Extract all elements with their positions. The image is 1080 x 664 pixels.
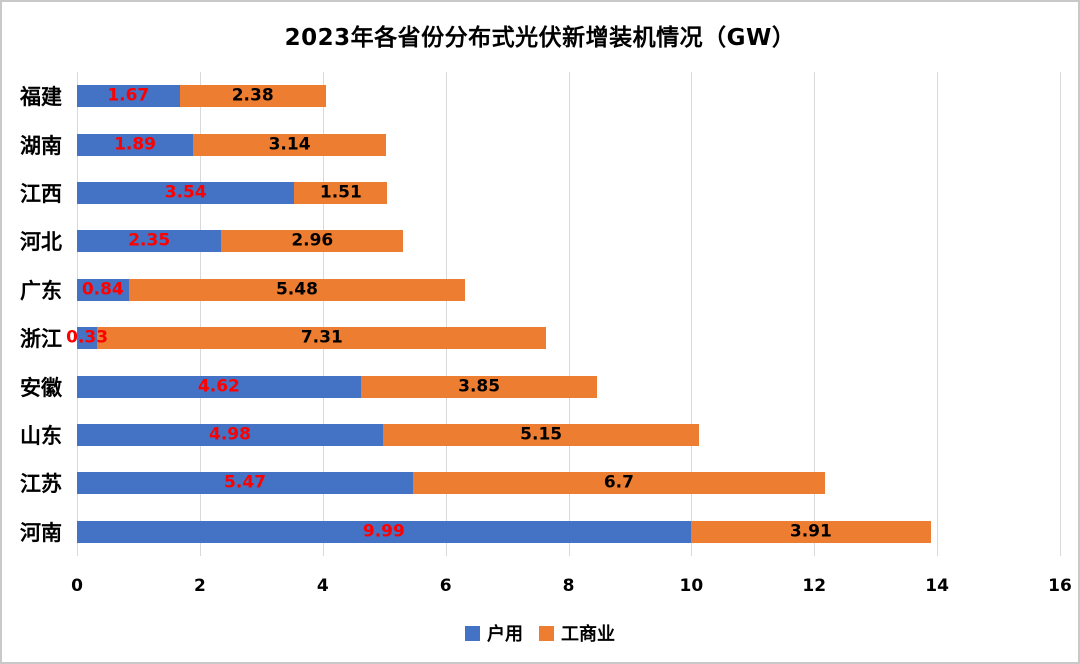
x-axis: 0 2 4 6 8 10 12 14 16 [2,576,1078,602]
bar-value-label: 0.84 [81,279,124,300]
bar-value-label: 5.15 [520,424,563,445]
chart-title: 2023年各省份分布式光伏新增装机情况（GW） [284,25,796,51]
category-label: 江西 [20,181,62,206]
bar-value-label: 2.35 [128,230,171,251]
category-label: 江苏 [20,472,62,497]
legend-item: 工商业 [539,620,615,646]
x-tick-label: 6 [439,576,452,596]
x-tick-label: 16 [1048,576,1072,596]
bar-value-label: 1.67 [107,85,150,106]
bar-value-label: 3.91 [789,521,832,542]
bar-segment [128,278,466,301]
bar-value-label: 3.85 [458,376,501,397]
bar-segment [77,472,414,495]
category-label: 浙江 [20,327,62,352]
gridline [1060,72,1061,556]
legend-label: 工商业 [561,624,615,645]
gridline [322,72,324,556]
gridline [814,72,816,556]
category-label: 广东 [20,278,62,303]
bar-value-label: 4.98 [208,424,251,445]
bar-value-label: 7.31 [300,327,343,348]
category-axis: 福建湖南江西河北广东浙江安徽山东江苏河南 [2,72,66,556]
gridline [937,72,939,556]
category-label: 河北 [20,230,62,255]
bar-value-label: 1.51 [319,182,362,203]
bar-value-label: 6.7 [603,472,634,493]
bar-segment [77,182,295,204]
legend-swatch [465,625,480,641]
bar-segment [690,520,931,543]
bar-value-label: 2.38 [231,85,274,106]
bar-segment [97,327,547,350]
gridline [568,72,570,556]
legend-swatch [539,625,554,641]
category-label: 安徽 [20,375,62,400]
bar-value-label: 0.33 [66,327,109,348]
gridline [77,72,78,556]
x-tick-label: 2 [193,576,206,596]
category-label: 山东 [20,423,62,448]
bar-value-label: 3.54 [164,182,207,203]
bar-segment [77,424,383,446]
bar-segment [77,278,129,301]
gridline [445,72,447,556]
category-label: 河南 [20,520,62,545]
bar-segment [77,375,361,398]
x-tick-label: 12 [802,576,827,596]
legend-item: 户用 [465,620,523,646]
category-label: 湖南 [20,133,62,158]
bar-segment [77,520,691,543]
bar-segment [382,424,700,446]
bar-segment [77,230,222,253]
bar-value-label: 3.14 [268,134,311,155]
bar-value-label: 5.47 [224,472,267,493]
x-tick-label: 14 [925,576,949,596]
x-tick-label: 8 [562,576,575,596]
x-tick-label: 0 [71,576,83,596]
x-tick-label: 4 [316,576,329,596]
bar-value-label: 4.62 [197,376,240,397]
bar-segment [360,375,598,398]
bar-segment [179,85,326,108]
x-tick-label: 10 [679,576,704,596]
bar-segment [413,472,825,495]
bar-segment [193,133,387,156]
legend: 户用 工商业 [2,620,1078,646]
bar-value-label: 1.89 [114,134,157,155]
plot-area: 1.67 2.38 1.89 3.14 3.54 1.51 2.35 2.96 0.84 5.48… [66,72,1061,556]
bar-value-label: 2.96 [291,230,334,251]
bar-segment [221,230,404,253]
category-label: 福建 [20,85,62,110]
bar-segment [77,85,180,108]
bar-segment [77,327,98,350]
bar-segment [294,182,388,204]
legend-label: 户用 [487,624,523,645]
gridline [691,72,693,556]
bar-segment [77,133,194,156]
bar-value-label: 5.48 [275,279,318,300]
bar-value-label: 9.99 [362,521,405,542]
gridline [199,72,201,556]
